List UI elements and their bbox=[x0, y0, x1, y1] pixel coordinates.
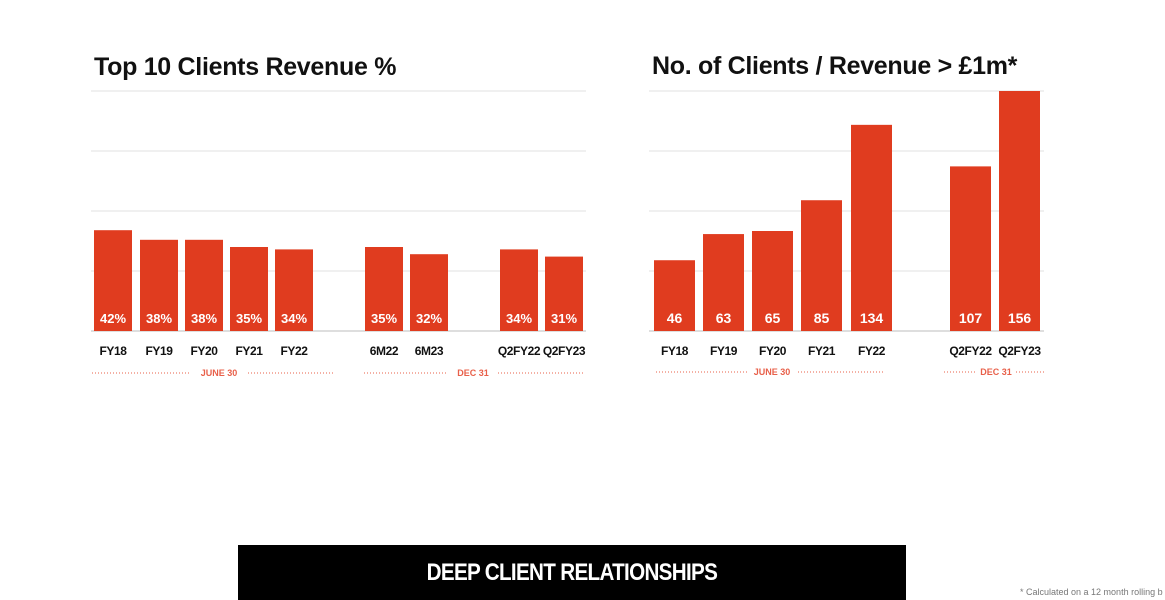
left-bar-fy20 bbox=[185, 239, 223, 331]
right-value-label: 63 bbox=[716, 310, 732, 326]
right-value-label: 65 bbox=[765, 310, 781, 326]
right-value-label: 134 bbox=[860, 310, 884, 326]
left-bar-fy21 bbox=[230, 247, 268, 331]
right-tick-label: Q2FY23 bbox=[998, 344, 1041, 358]
right-value-label: 85 bbox=[814, 310, 830, 326]
right-tick-label: FY18 bbox=[661, 344, 689, 358]
right-tick-label: FY19 bbox=[710, 344, 738, 358]
left-bar-q2fy23 bbox=[545, 256, 583, 331]
left-value-label: 42% bbox=[100, 311, 126, 326]
left-tick-label: FY22 bbox=[280, 344, 308, 358]
right-bar-q2fy23 bbox=[999, 91, 1040, 331]
left-tick-label: Q2FY22 bbox=[498, 344, 541, 358]
right-group-label: DEC 31 bbox=[980, 367, 1012, 377]
chart-title-clients-over-1m: No. of Clients / Revenue > £1m* bbox=[652, 52, 1018, 80]
left-value-label: 31% bbox=[551, 311, 577, 326]
left-tick-label: FY20 bbox=[190, 344, 218, 358]
chart-title-top10: Top 10 Clients Revenue % bbox=[94, 53, 397, 81]
banner-text: DEEP CLIENT RELATIONSHIPS bbox=[426, 558, 718, 586]
left-tick-label: FY19 bbox=[145, 344, 173, 358]
left-tick-label: 6M23 bbox=[415, 344, 444, 358]
left-value-label: 34% bbox=[506, 311, 532, 326]
right-bar-fy18 bbox=[654, 260, 695, 331]
footnote: * Calculated on a 12 month rolling b bbox=[1020, 587, 1163, 597]
left-value-label: 32% bbox=[416, 311, 442, 326]
right-tick-label: FY22 bbox=[858, 344, 886, 358]
right-value-label: 107 bbox=[959, 310, 983, 326]
left-tick-label: Q2FY23 bbox=[543, 344, 586, 358]
right-tick-label: FY21 bbox=[808, 344, 836, 358]
left-tick-label: FY18 bbox=[99, 344, 127, 358]
left-group-label: DEC 31 bbox=[457, 368, 489, 378]
right-bar-q2fy22 bbox=[950, 166, 991, 331]
right-bar-fy20 bbox=[752, 231, 793, 331]
left-bar-fy18 bbox=[94, 230, 132, 331]
left-tick-label: 6M22 bbox=[370, 344, 399, 358]
left-value-label: 35% bbox=[371, 311, 397, 326]
left-bar-6m23 bbox=[410, 254, 448, 331]
right-tick-label: Q2FY22 bbox=[949, 344, 992, 358]
left-value-label: 38% bbox=[146, 311, 172, 326]
right-tick-label: FY20 bbox=[759, 344, 787, 358]
left-bar-fy19 bbox=[140, 239, 178, 331]
left-bar-fy22 bbox=[275, 249, 313, 331]
left-value-label: 38% bbox=[191, 311, 217, 326]
left-group-label: JUNE 30 bbox=[201, 368, 238, 378]
right-bar-fy21 bbox=[801, 200, 842, 331]
left-bar-q2fy22 bbox=[500, 249, 538, 331]
right-group-label: JUNE 30 bbox=[754, 367, 791, 377]
left-value-label: 34% bbox=[281, 311, 307, 326]
right-value-label: 156 bbox=[1008, 310, 1032, 326]
right-bar-fy19 bbox=[703, 234, 744, 331]
left-tick-label: FY21 bbox=[235, 344, 263, 358]
right-value-label: 46 bbox=[667, 310, 683, 326]
left-value-label: 35% bbox=[236, 311, 262, 326]
right-bar-fy22 bbox=[851, 124, 892, 331]
section-banner: DEEP CLIENT RELATIONSHIPS bbox=[238, 545, 906, 600]
left-bar-6m22 bbox=[365, 247, 403, 331]
